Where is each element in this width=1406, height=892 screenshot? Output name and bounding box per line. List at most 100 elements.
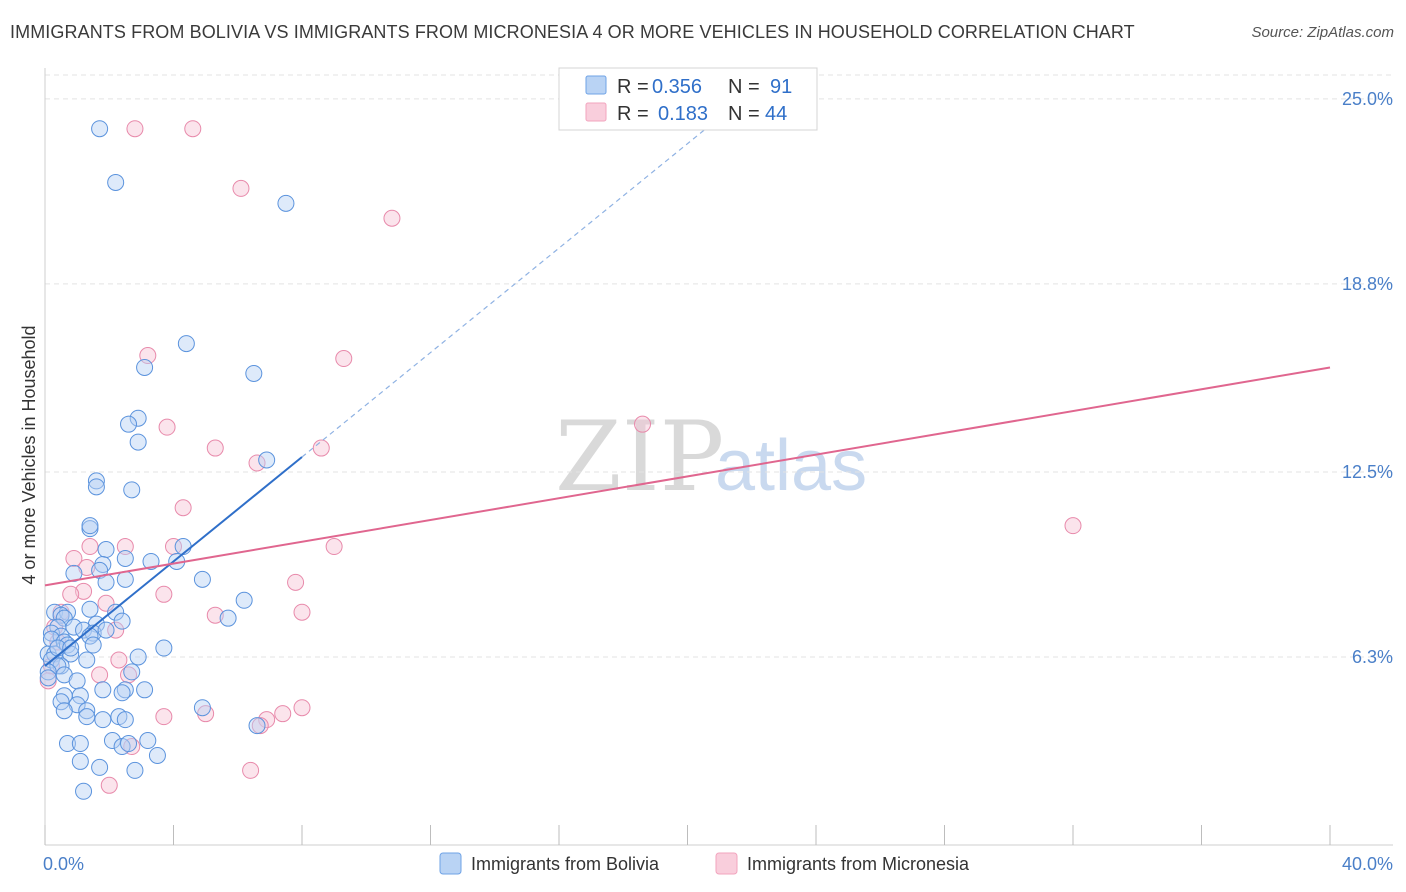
bolivia-point (49, 657, 67, 675)
micronesia-point (335, 350, 353, 368)
micronesia-point (107, 621, 125, 639)
micronesia-point (174, 499, 192, 517)
legend-swatch-bolivia (585, 75, 607, 95)
micronesia-point (62, 585, 80, 603)
bolivia-point (94, 681, 112, 699)
micronesia-point (100, 776, 118, 794)
micronesia-point (274, 705, 292, 723)
micronesia-point (232, 179, 250, 197)
bolivia-point (177, 335, 195, 353)
micronesia-point (206, 606, 224, 624)
micronesia-point (155, 708, 173, 726)
x-tick-label-min: 0.0% (43, 854, 84, 874)
bolivia-point (78, 702, 96, 720)
bolivia-point (129, 433, 147, 451)
y-tick-labels: 6.3% 12.5% 18.8% 25.0% (1342, 89, 1393, 667)
legend-n-value-bolivia: 91 (770, 76, 792, 98)
watermark: ZIP atlas (555, 401, 867, 513)
x-tick-label-max: 40.0% (1342, 854, 1393, 874)
legend-r-label-bolivia: R = (617, 76, 649, 98)
micronesia-point (116, 538, 134, 556)
micronesia-point (248, 454, 266, 472)
bolivia-point (258, 451, 276, 469)
micronesia-point (325, 538, 343, 556)
bolivia-point (116, 570, 134, 588)
bolivia-point (219, 609, 237, 627)
watermark-atlas: atlas (715, 426, 867, 506)
bolivia-point (75, 621, 93, 639)
y-tick-label: 18.8% (1342, 274, 1393, 294)
series-legend-label-bolivia: Immigrants from Bolivia (471, 854, 660, 874)
bolivia-point (71, 735, 89, 753)
legend-r-label-micronesia: R = (617, 103, 649, 125)
micronesia-point (293, 699, 311, 717)
bolivia-point (136, 358, 154, 376)
bolivia-point (81, 600, 99, 618)
bolivia-point (87, 472, 105, 490)
bolivia-point (120, 415, 138, 433)
micronesia-point (158, 418, 176, 436)
micronesia-point (65, 549, 83, 567)
y-tick-label: 25.0% (1342, 89, 1393, 109)
legend-swatch-micronesia (585, 102, 607, 122)
bolivia-trend-line (44, 456, 303, 667)
series-legend: Immigrants from Bolivia Immigrants from … (439, 852, 970, 875)
bolivia-point (193, 699, 211, 717)
series-legend-swatch-micronesia (715, 852, 738, 875)
bolivia-point (91, 758, 109, 776)
bolivia-point (193, 570, 211, 588)
bolivia-point (55, 702, 73, 720)
micronesia-point (242, 761, 260, 779)
micronesia-trend-line (44, 366, 1331, 587)
micronesia-point (293, 603, 311, 621)
bolivia-point (71, 752, 89, 770)
series-legend-swatch-bolivia (439, 852, 462, 875)
correlation-legend: R = 0.356 N = 91 R = 0.183 N = 44 (558, 67, 818, 131)
bolivia-point (136, 681, 154, 699)
bolivia-point (235, 591, 253, 609)
bolivia-point (129, 648, 147, 666)
bolivia-point (248, 717, 266, 735)
bolivia-point (277, 194, 295, 212)
micronesia-point (126, 120, 144, 138)
bolivia-point (113, 684, 131, 702)
bolivia-point (52, 693, 70, 711)
micronesia-point (634, 415, 652, 433)
bolivia-point (78, 708, 96, 726)
bolivia-point (107, 603, 125, 621)
bolivia-point (245, 364, 263, 382)
bolivia-point (174, 538, 192, 556)
trend-lines (44, 117, 1331, 667)
axes (44, 68, 1393, 846)
legend-n-value-micronesia: 44 (765, 103, 787, 125)
bolivia-point (81, 517, 99, 535)
bolivia-point (120, 735, 138, 753)
bolivia-point (39, 669, 57, 687)
micronesia-point (75, 582, 93, 600)
series-legend-label-micronesia: Immigrants from Micronesia (747, 854, 970, 874)
micronesia-point (312, 439, 330, 457)
bolivia-point (97, 621, 115, 639)
bolivia-point (155, 639, 173, 657)
bolivia-point (42, 624, 60, 642)
micronesia-point (81, 538, 99, 556)
grid-lines (45, 74, 1393, 658)
bolivia-point (142, 552, 160, 570)
y-tick-label: 6.3% (1352, 647, 1393, 667)
bolivia-point (123, 663, 141, 681)
micronesia-point (206, 439, 224, 457)
bolivia-point (58, 636, 76, 654)
bolivia-point (129, 409, 147, 427)
micronesia-point (287, 573, 305, 591)
bolivia-point (94, 711, 112, 729)
bolivia-point (148, 746, 166, 764)
bolivia-point (139, 732, 157, 750)
bolivia-point (116, 549, 134, 567)
micronesia-point (123, 738, 141, 756)
bolivia-point (116, 681, 134, 699)
bolivia-point (123, 481, 141, 499)
bolivia-point (58, 735, 76, 753)
bolivia-point (62, 639, 80, 657)
micronesia-point (110, 651, 128, 669)
